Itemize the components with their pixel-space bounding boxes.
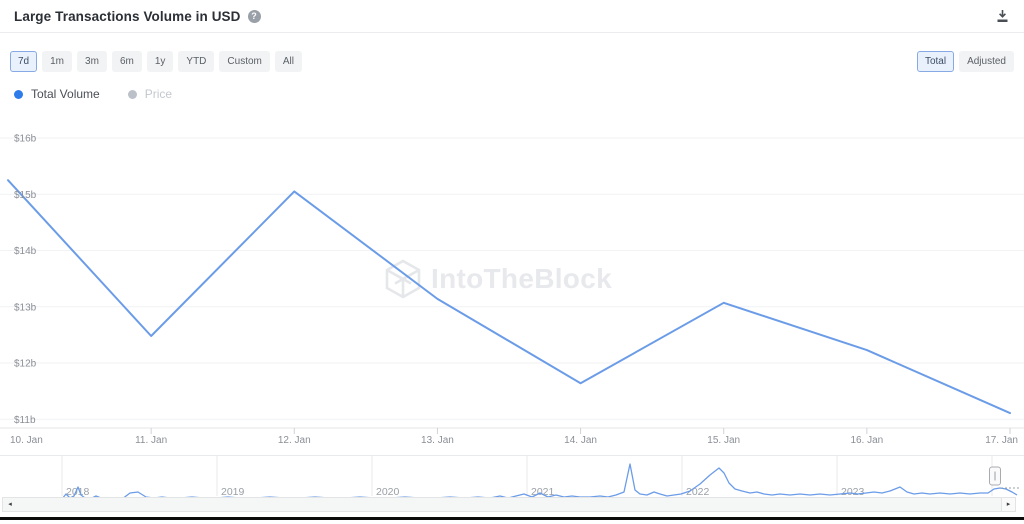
svg-text:2023: 2023 — [841, 486, 865, 498]
scroll-right-icon[interactable]: ▸ — [1001, 498, 1015, 511]
range-button-all[interactable]: All — [274, 51, 302, 72]
legend-dot-icon — [14, 89, 23, 99]
page-title: Large Transactions Volume in USD — [14, 8, 241, 24]
range-button-7d[interactable]: 7d — [10, 51, 38, 72]
scroll-left-icon[interactable]: ◂ — [8, 501, 12, 508]
svg-text:$16b: $16b — [14, 134, 37, 145]
legend-dot-icon — [127, 89, 137, 99]
legend-item-price[interactable]: Price — [127, 87, 173, 101]
svg-text:11. Jan: 11. Jan — [135, 435, 167, 446]
header: Large Transactions Volume in USD ? — [0, 0, 1024, 33]
legend-label: Total Volume — [31, 87, 100, 101]
svg-text:$12b: $12b — [14, 359, 37, 370]
svg-text:$13b: $13b — [14, 302, 37, 313]
mode-button-adjusted[interactable]: Adjusted — [959, 51, 1014, 72]
legend-label: Price — [144, 87, 173, 101]
download-icon — [997, 10, 1008, 22]
navigator-resize-handle[interactable] — [989, 466, 1001, 486]
range-button-6m[interactable]: 6m — [111, 51, 142, 72]
svg-text:17. Jan: 17. Jan — [985, 435, 1018, 446]
controls-row: 7d 1m 3m 6m 1y YTD Custom All Total Adjusted — [10, 51, 1014, 72]
svg-text:$14b: $14b — [14, 246, 37, 257]
main-chart-svg: 10. Jan 11. Jan 12. Jan 13. Jan 14. Jan 15. J… — [0, 134, 1024, 446]
svg-text:13. Jan: 13. Jan — [421, 435, 454, 446]
svg-text:$11b: $11b — [14, 415, 36, 426]
download-button[interactable] — [995, 9, 1010, 23]
mode-buttons: Total Adjusted — [916, 51, 1014, 72]
range-button-3m[interactable]: 3m — [77, 51, 107, 72]
horizontal-scrollbar[interactable]: ◂ ▸ — [2, 497, 1016, 512]
svg-text:2019: 2019 — [221, 486, 245, 498]
help-icon[interactable]: ? — [247, 9, 261, 23]
svg-text:14. Jan: 14. Jan — [564, 435, 597, 446]
mode-button-total[interactable]: Total — [916, 51, 955, 72]
bottom-border — [0, 517, 1024, 520]
legend: Total Volume Price — [14, 87, 172, 101]
legend-item-total-volume[interactable]: Total Volume — [14, 87, 100, 101]
svg-text:2020: 2020 — [376, 486, 400, 498]
range-button-ytd[interactable]: YTD — [178, 51, 215, 72]
svg-text:12. Jan: 12. Jan — [278, 435, 311, 446]
svg-text:15. Jan: 15. Jan — [707, 435, 740, 446]
range-button-custom[interactable]: Custom — [219, 51, 270, 72]
svg-text:2018: 2018 — [66, 486, 90, 498]
svg-text:$15b: $15b — [14, 190, 37, 201]
range-button-1y[interactable]: 1y — [146, 51, 174, 72]
range-button-1m[interactable]: 1m — [42, 51, 73, 72]
svg-text:10. Jan: 10. Jan — [10, 435, 43, 446]
svg-text:16. Jan: 16. Jan — [850, 435, 883, 446]
range-buttons: 7d 1m 3m 6m 1y YTD Custom All — [10, 51, 302, 72]
